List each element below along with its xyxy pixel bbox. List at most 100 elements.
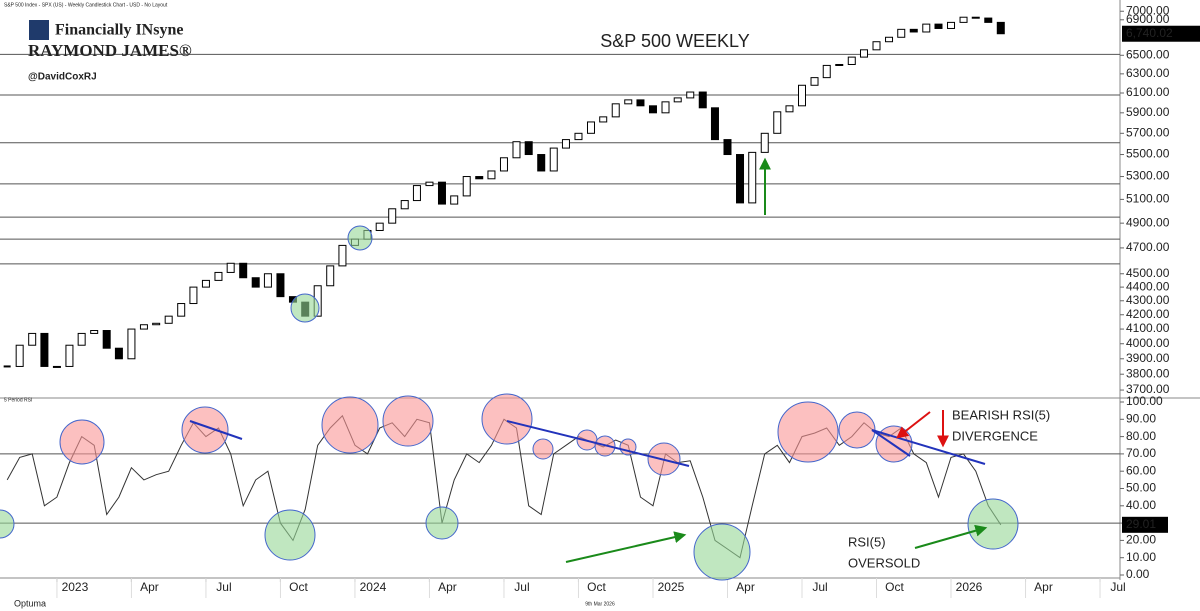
candle [114, 347, 123, 360]
candle [475, 176, 484, 180]
circle [967, 498, 1019, 550]
circle [321, 396, 379, 454]
y-tick-label: 10.00 [1126, 550, 1156, 564]
candle [263, 273, 272, 288]
candle [984, 17, 993, 23]
x-tick-label: Apr [736, 580, 755, 594]
candle [885, 36, 894, 43]
candle [102, 330, 111, 349]
candle [164, 315, 173, 324]
x-tick-label: Jul [812, 580, 827, 594]
x-tick-label: 2025 [658, 580, 685, 594]
x-tick-label: Apr [140, 580, 159, 594]
candle [15, 344, 24, 367]
last-price-box [1122, 25, 1200, 42]
x-tick-label: Apr [1034, 580, 1053, 594]
y-tick-label: 100.00 [1126, 394, 1163, 408]
y-tick-label: 3800.00 [1126, 366, 1170, 380]
arrow [914, 524, 988, 549]
y-tick-label: 4700.00 [1126, 240, 1170, 254]
candle [65, 344, 74, 367]
candle [375, 222, 384, 231]
candle [636, 99, 645, 107]
candle [189, 286, 198, 305]
handle: @DavidCoxRJ [28, 72, 97, 83]
logo-icon [29, 20, 49, 40]
arrow [565, 531, 687, 563]
y-tick-label: 4400.00 [1126, 279, 1170, 293]
candle [686, 91, 695, 99]
candle [77, 332, 86, 346]
candle [698, 91, 707, 109]
candle [624, 99, 633, 105]
circle [290, 293, 320, 323]
footer-date: 9th Mar 2026 [585, 601, 615, 607]
candle [487, 170, 496, 180]
last-price-label: 6,740.02 [1126, 26, 1173, 40]
source: S&P 500 Index - SPX (US) - Weekly Candle… [4, 2, 168, 8]
candle [524, 141, 533, 156]
candle [586, 121, 595, 134]
y-tick-label: 60.00 [1126, 463, 1156, 477]
candle [648, 105, 657, 114]
circle [0, 509, 15, 539]
brand: Financially INsyne [55, 22, 183, 39]
y-tick-label: 5700.00 [1126, 125, 1170, 139]
candle [611, 103, 620, 118]
circle [693, 523, 751, 581]
y-tick-label: 3900.00 [1126, 351, 1170, 365]
y-tick-label: 7000.00 [1126, 3, 1170, 17]
candle [897, 28, 906, 38]
y-tick-label: 4900.00 [1126, 215, 1170, 229]
y-tick-label: 80.00 [1126, 429, 1156, 443]
candle [201, 279, 210, 288]
candle [971, 16, 980, 19]
candle [425, 181, 434, 187]
annotation: BEARISH RSI(5) [952, 407, 1050, 422]
y-tick-label: 4100.00 [1126, 321, 1170, 335]
candle [139, 324, 148, 330]
y-tick-label: 20.00 [1126, 533, 1156, 547]
candle [127, 328, 136, 360]
y-tick-label: 90.00 [1126, 411, 1156, 425]
candle [934, 23, 943, 29]
circle [59, 419, 105, 465]
candle [400, 200, 409, 210]
x-tick-label: Oct [587, 580, 606, 594]
last-value-label: 29.01 [1126, 517, 1156, 531]
trend-lines [189, 420, 986, 467]
circle [347, 225, 373, 251]
candle [760, 132, 769, 153]
y-tick-label: 4500.00 [1126, 266, 1170, 280]
x-tick-label: 2026 [956, 580, 983, 594]
candle [462, 176, 471, 197]
y-tick-label: 5300.00 [1126, 169, 1170, 183]
candle [574, 132, 583, 141]
arrow [896, 411, 931, 439]
candle [326, 265, 335, 287]
candle [723, 139, 732, 156]
circle [425, 506, 459, 540]
candle [561, 139, 570, 149]
y-tick-label: 6500.00 [1126, 47, 1170, 61]
candle [450, 195, 459, 205]
candle [748, 151, 757, 204]
y-tick-label: 4000.00 [1126, 336, 1170, 350]
x-tick-label: 2024 [360, 580, 387, 594]
candle [28, 332, 37, 346]
candle [773, 111, 782, 134]
chart-title: S&P 500 WEEKLY [600, 31, 749, 51]
candle [276, 273, 285, 298]
candle [872, 41, 881, 51]
company: RAYMOND JAMES® [28, 41, 192, 60]
y-tick-label: 5100.00 [1126, 192, 1170, 206]
candle [499, 157, 508, 172]
x-tick-label: Oct [289, 580, 308, 594]
circle [382, 395, 434, 447]
y-tick-label: 6900.00 [1126, 12, 1170, 26]
candle [996, 21, 1005, 35]
candle [388, 208, 397, 224]
arrows [565, 157, 988, 563]
